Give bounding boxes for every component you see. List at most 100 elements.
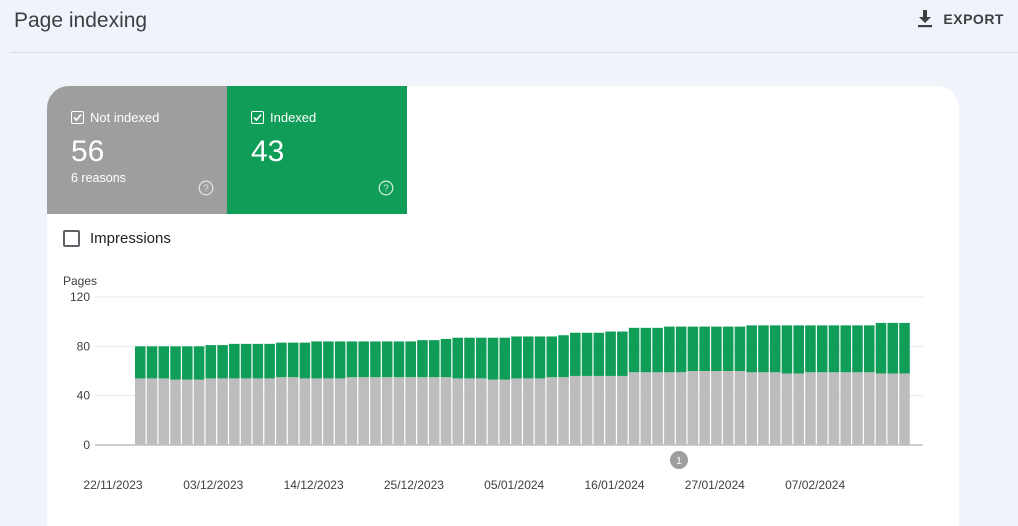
bar-not-indexed: [887, 373, 899, 445]
bar-not-indexed: [428, 377, 440, 445]
bar-not-indexed: [499, 379, 511, 445]
bar-not-indexed: [875, 373, 887, 445]
bar-not-indexed: [899, 373, 910, 445]
bar-not-indexed: [758, 372, 769, 445]
bar-indexed: [840, 325, 852, 373]
bar-not-indexed: [523, 378, 534, 445]
bar-not-indexed: [323, 378, 334, 445]
bar-indexed: [240, 343, 252, 379]
impressions-toggle[interactable]: Impressions: [63, 230, 171, 247]
bar-indexed: [593, 332, 605, 376]
bar-indexed: [628, 327, 640, 373]
bar-not-indexed: [393, 377, 405, 445]
bar-indexed: [311, 341, 322, 379]
bar-indexed: [863, 325, 875, 373]
export-button[interactable]: EXPORT: [917, 10, 1004, 28]
y-tick-label: 0: [83, 438, 90, 452]
bar-not-indexed: [475, 378, 487, 445]
bar-indexed: [664, 326, 675, 373]
bar-indexed: [816, 325, 828, 373]
y-tick-label: 80: [77, 339, 91, 353]
bar-indexed: [428, 340, 440, 378]
bar-indexed: [499, 337, 511, 380]
bar-not-indexed: [287, 377, 299, 445]
bar-indexed: [734, 326, 746, 371]
not-indexed-tile[interactable]: Not indexed 56 6 reasons ?: [47, 86, 227, 214]
svg-text:?: ?: [383, 184, 389, 195]
bar-not-indexed: [487, 379, 499, 445]
indexing-chart: Pages 120 80 40 0 22/11/2023 03/12/2023 14/12/2…: [63, 274, 923, 492]
checkbox-checked-icon[interactable]: [71, 111, 84, 124]
checkbox-checked-icon[interactable]: [251, 111, 264, 124]
bar-indexed: [852, 325, 863, 373]
download-icon: [917, 10, 933, 28]
bar-not-indexed: [170, 379, 181, 445]
bar-indexed: [570, 332, 581, 376]
bar-not-indexed: [217, 378, 228, 445]
impressions-label: Impressions: [90, 230, 171, 247]
bar-not-indexed: [664, 372, 675, 445]
bar-not-indexed: [852, 372, 863, 445]
bar-not-indexed: [769, 372, 781, 445]
indexed-tile[interactable]: Indexed 43 ?: [227, 86, 407, 214]
bar-indexed: [887, 322, 899, 374]
x-tick-label: 05/01/2024: [484, 478, 544, 492]
x-tick-label: 16/01/2024: [584, 478, 644, 492]
bar-not-indexed: [370, 377, 381, 445]
bar-indexed: [358, 341, 369, 378]
y-tick-label: 40: [77, 389, 91, 403]
x-tick-label: 25/12/2023: [384, 478, 444, 492]
not-indexed-count: 56: [71, 135, 105, 168]
bar-not-indexed: [793, 373, 804, 445]
bar-indexed: [711, 326, 722, 371]
bar-indexed: [546, 336, 558, 378]
bar-indexed: [828, 325, 840, 373]
bar-not-indexed: [534, 378, 546, 445]
bar-indexed: [182, 346, 193, 380]
bar-not-indexed: [593, 375, 605, 445]
bar-not-indexed: [734, 371, 746, 445]
bar-indexed: [899, 322, 910, 374]
x-tick-label: 03/12/2023: [183, 478, 243, 492]
x-tick-label: 22/11/2023: [83, 478, 142, 492]
bar-indexed: [334, 341, 346, 379]
bar-not-indexed: [193, 379, 205, 445]
bar-indexed: [640, 327, 652, 373]
bar-not-indexed: [687, 371, 699, 445]
impressions-checkbox[interactable]: [63, 230, 80, 247]
bar-not-indexed: [135, 378, 146, 445]
x-tick-label: 07/02/2024: [785, 478, 845, 492]
bar-indexed: [346, 341, 358, 378]
bar-not-indexed: [781, 373, 793, 445]
page-header: Page indexing EXPORT: [0, 0, 1018, 54]
bar-indexed: [875, 322, 887, 374]
bar-not-indexed: [816, 372, 828, 445]
bar-indexed: [781, 325, 793, 374]
indexing-card: Not indexed 56 6 reasons ? Indexed 43 ?: [47, 86, 959, 526]
bar-indexed: [252, 343, 264, 379]
bar-not-indexed: [581, 375, 593, 445]
bar-indexed: [675, 326, 687, 373]
bar-indexed: [487, 337, 499, 380]
bar-indexed: [264, 343, 275, 379]
bar-not-indexed: [511, 378, 522, 445]
header-divider: [10, 52, 1018, 53]
svg-text:?: ?: [203, 184, 209, 195]
bar-indexed: [805, 325, 816, 373]
help-icon[interactable]: ?: [198, 180, 214, 201]
bar-indexed: [217, 345, 228, 379]
bar-indexed: [440, 338, 452, 378]
bar-not-indexed: [746, 372, 757, 445]
bar-indexed: [652, 327, 663, 373]
bar-indexed: [534, 336, 546, 379]
bar-indexed: [452, 337, 464, 379]
bar-not-indexed: [570, 375, 581, 445]
bar-not-indexed: [828, 372, 840, 445]
bar-not-indexed: [381, 377, 393, 445]
bar-not-indexed: [628, 372, 640, 445]
annotation-marker: [670, 451, 688, 469]
bar-indexed: [276, 342, 287, 378]
help-icon[interactable]: ?: [378, 180, 394, 201]
indexed-count: 43: [251, 135, 285, 168]
bar-indexed: [393, 341, 405, 378]
